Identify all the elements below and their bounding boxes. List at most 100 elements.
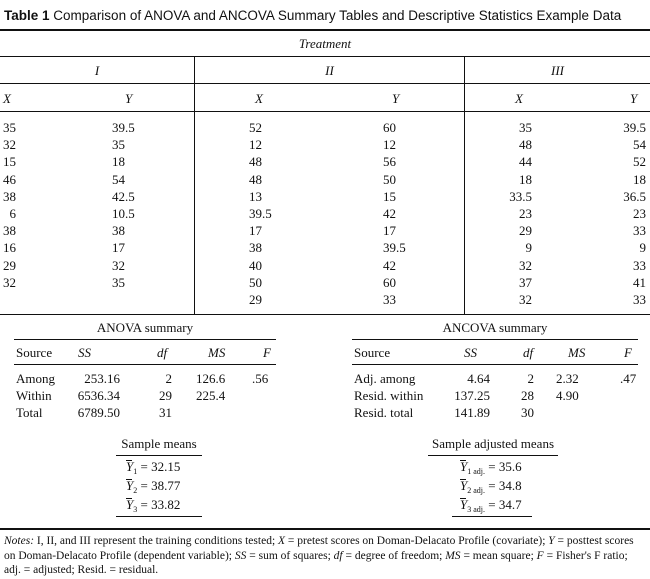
divider-1-2 [194, 56, 195, 314]
subscript: 1 [133, 467, 138, 476]
col-header-y-3: Y [630, 91, 638, 106]
data-cell-x: 48 [249, 154, 262, 170]
ancova-cell-ss: 141.89 [454, 405, 490, 420]
adjusted-mean-value: = 34.8 [485, 478, 522, 493]
data-cell-x: 12 [249, 137, 262, 153]
anova-header-rule [14, 364, 276, 365]
notes-segment: = degree of freedom; [342, 549, 446, 562]
adjusted-mean-item: Y1 adj. = 35.6 [460, 459, 522, 476]
data-cell-y: 35 [112, 274, 125, 290]
anova-header-ms: MS [208, 345, 226, 360]
subscript: 3 [133, 505, 138, 514]
data-cell-y: 39.5 [383, 240, 406, 256]
anova-header-ss: SS [78, 345, 91, 360]
col-header-x-2: X [255, 91, 263, 106]
y-bar-symbol: Y [126, 478, 134, 493]
data-cell-x: 35 [519, 120, 532, 135]
data-cell-y: 33 [633, 257, 646, 273]
subscript: 2 [133, 486, 138, 495]
notes-segment: F [536, 549, 544, 562]
table-notes: Notes: I, II, and III represent the trai… [4, 534, 646, 578]
adjusted-means-title: Sample adjusted means [431, 436, 555, 451]
anova-header-df: df [157, 345, 168, 360]
ancova-cell-df: 28 [521, 388, 534, 403]
data-cell-x: 48 [249, 171, 262, 187]
sample-means-rule [116, 455, 202, 456]
data-cell-x: 29 [3, 257, 16, 273]
data-cell-y: 15 [383, 188, 396, 204]
data-cell-y: 60 [383, 120, 396, 135]
y-bar-symbol: Y [460, 459, 468, 474]
data-cell-y: 50 [383, 171, 396, 187]
sample-mean-value: = 33.82 [137, 497, 181, 512]
divider-2-3 [464, 56, 465, 314]
data-cell-y: 52 [633, 154, 646, 170]
data-cell-x: 32 [519, 257, 532, 273]
table-title: Comparison of ANOVA and ANCOVA Summary T… [53, 8, 622, 23]
notes-segment: = Fisher's F ratio; adj. = adjusted; Res… [4, 549, 628, 577]
data-cell-x: 17 [249, 223, 262, 239]
data-cell-y: 17 [383, 223, 396, 239]
data-cell-y: 39.5 [112, 120, 135, 135]
col-header-rule [0, 111, 650, 112]
data-cell-x: 18 [519, 171, 532, 187]
table-caption: Table 1 Comparison of ANOVA and ANCOVA S… [4, 8, 621, 23]
table-bottom-rule [0, 528, 650, 530]
anova-header-f: F [263, 345, 271, 360]
data-cell-y: 33 [633, 223, 646, 239]
data-cell-y: 23 [633, 206, 646, 221]
y-bar-symbol: Y [126, 497, 134, 512]
data-cell-y: 42 [383, 206, 396, 221]
data-cell-x: 37 [519, 274, 532, 290]
data-cell-y: 17 [112, 240, 125, 256]
col-header-y-2: Y [392, 91, 400, 106]
ancova-cell-ms: 2.32 [556, 371, 579, 386]
data-cell-y: 32 [112, 257, 125, 273]
ancova-cell-ss: 4.64 [467, 371, 490, 386]
ancova-cell-df: 2 [527, 371, 535, 386]
data-cell-x: 46 [3, 171, 16, 187]
y-bar-symbol: Y [126, 459, 134, 474]
ancova-title: ANCOVA summary [442, 320, 548, 335]
adjusted-mean-value: = 34.7 [485, 497, 522, 512]
sample-mean-item: Y1 = 32.15 [126, 459, 180, 476]
data-cell-x: 6 [9, 206, 17, 221]
data-cell-x: 38 [3, 223, 16, 239]
y-bar-symbol: Y [460, 497, 468, 512]
ancova-top-rule [352, 339, 638, 340]
group-header-3: III [551, 63, 564, 78]
ancova-cell-df: 30 [521, 405, 534, 420]
data-cell-x: 23 [519, 206, 532, 221]
sample-means-title: Sample means [121, 436, 197, 451]
data-cell-y: 18 [112, 154, 125, 170]
data-cell-y: 39.5 [623, 120, 646, 135]
notes-segment: = sum of squares; [246, 549, 334, 562]
data-cell-y: 9 [639, 240, 647, 256]
notes-segment: MS [445, 549, 461, 562]
group-header-1: I [94, 63, 100, 78]
data-cell-y: 54 [112, 171, 125, 187]
data-cell-y: 41 [633, 274, 646, 290]
notes-segment: Y [548, 535, 555, 547]
sample-means-bottom-rule [116, 516, 202, 517]
data-cell-y: 12 [383, 137, 396, 153]
anova-cell-f: .56 [252, 371, 269, 386]
adjusted-means-rule [428, 455, 558, 456]
notes-body: I, II, and III represent the training co… [4, 535, 634, 576]
anova-cell-ss: 6536.34 [77, 388, 120, 403]
anova-cell-source: Among [16, 371, 55, 386]
anova-cell-source: Total [16, 405, 43, 420]
anova-cell-df: 2 [165, 371, 173, 386]
data-cell-y: 42.5 [112, 188, 135, 204]
data-cell-x: 29 [519, 223, 532, 239]
subscript: 1 adj. [467, 467, 486, 476]
adjusted-mean-item: Y3 adj. = 34.7 [460, 497, 522, 514]
anova-cell-ss: 253.16 [84, 371, 120, 386]
data-cell-y: 54 [633, 137, 646, 153]
notes-segment: I, II, and III represent the training co… [34, 535, 279, 547]
data-cell-y: 42 [383, 257, 396, 273]
anova-cell-ss: 6789.50 [77, 405, 120, 420]
data-cell-x: 33.5 [509, 188, 532, 204]
adjusted-mean-item: Y2 adj. = 34.8 [460, 478, 522, 495]
data-cell-x: 29 [249, 292, 262, 307]
